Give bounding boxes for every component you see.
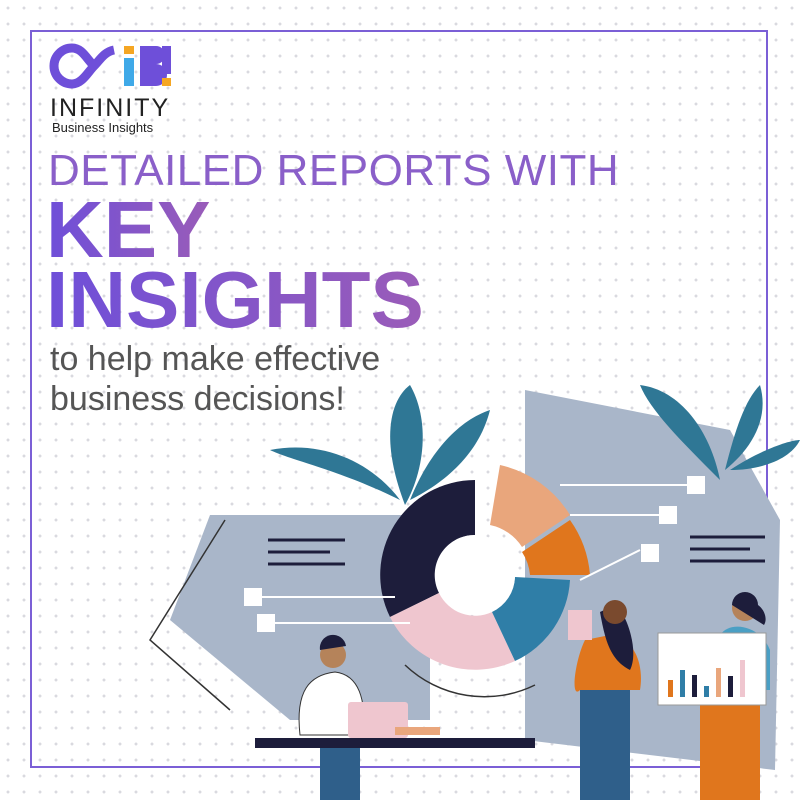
person-at-desk [255, 634, 535, 800]
logo-tagline: Business Insights [52, 120, 154, 135]
subheadline-line2: business decisions! [50, 380, 345, 418]
logo-name: INFINITY [50, 94, 171, 122]
person-with-bar-chart [657, 592, 770, 800]
donut-chart [380, 465, 590, 698]
headline-intro: DETAILED REPORTS WITH [48, 146, 620, 195]
border-frame [30, 30, 768, 768]
donut-segment-pink [390, 593, 515, 670]
logo: INFINITY Business Insights [46, 40, 186, 135]
left-leaves [270, 385, 490, 505]
donut-segment-dark [380, 480, 475, 617]
text-placeholder-left [268, 538, 345, 566]
person-with-clipboard [568, 600, 641, 800]
board-bars [668, 660, 745, 697]
text-placeholder-right [690, 535, 765, 563]
headline-key: KEY [46, 185, 211, 274]
donut-segment-blue [492, 577, 570, 661]
donut-outline-arc [404, 664, 536, 698]
left-panel-outline [149, 519, 231, 711]
donut-segment-orange [522, 520, 590, 575]
donut-segment-peach [490, 465, 570, 547]
left-panel [170, 515, 430, 720]
callout-lines [244, 476, 705, 632]
subheadline-line1: to help make effective [50, 340, 381, 378]
bar-chart-board [657, 632, 767, 706]
logo-mark [49, 43, 171, 89]
right-leaves [640, 385, 800, 480]
headline-insights: INSIGHTS [46, 255, 424, 344]
